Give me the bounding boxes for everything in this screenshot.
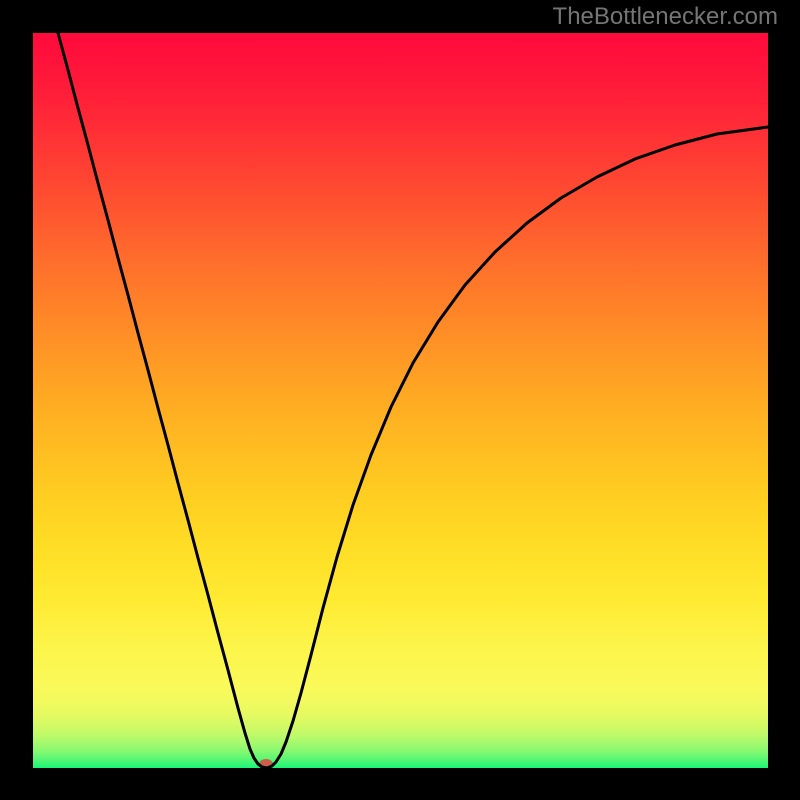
plot-svg — [33, 33, 768, 768]
plot-area — [33, 33, 768, 768]
watermark-text: TheBottlenecker.com — [553, 3, 778, 31]
gradient-background — [33, 33, 768, 768]
